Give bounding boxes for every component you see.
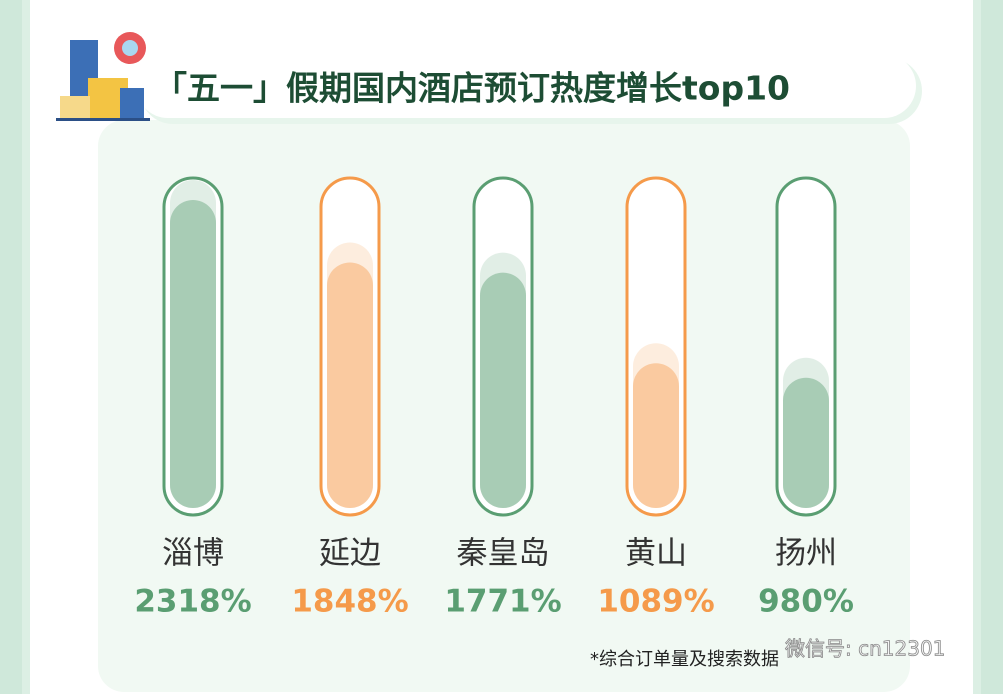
value-label: 1089% — [597, 584, 714, 620]
bar — [633, 363, 679, 508]
value-label: 1771% — [444, 584, 561, 620]
watermark: 微信号: cn12301 — [785, 637, 945, 661]
bar — [327, 262, 373, 508]
category-label: 扬州 — [775, 536, 837, 572]
bar — [480, 272, 526, 508]
bar-track — [775, 176, 837, 517]
category-label: 延边 — [319, 536, 381, 572]
bar-track — [625, 176, 687, 517]
right-border — [981, 0, 1003, 694]
title-pill — [136, 54, 916, 118]
bar-track — [162, 176, 224, 517]
footnote: *综合订单量及搜索数据 — [590, 649, 779, 670]
bar-glow — [170, 180, 216, 508]
category-label: 黄山 — [625, 536, 687, 572]
left-border — [0, 0, 22, 694]
bar-glow — [327, 242, 373, 509]
category-label: 秦皇岛 — [457, 536, 550, 572]
bar-track — [472, 176, 534, 517]
bar-glow — [480, 252, 526, 508]
hotel-icon — [56, 32, 150, 121]
value-label: 1848% — [291, 584, 408, 620]
bar — [783, 377, 829, 508]
value-label: 2318% — [134, 584, 251, 620]
bar-glow — [783, 357, 829, 508]
bar — [170, 200, 216, 508]
bar-glow — [633, 343, 679, 508]
chart-title: 「五一」假期国内酒店预订热度增长top10 — [154, 69, 790, 108]
category-label: 淄博 — [162, 536, 224, 572]
bar-track — [319, 176, 381, 517]
value-label: 980% — [758, 584, 854, 620]
